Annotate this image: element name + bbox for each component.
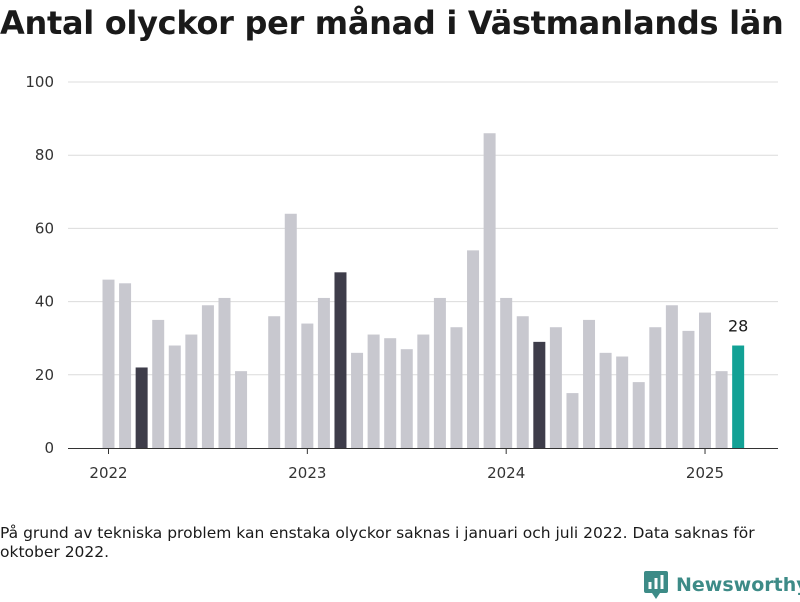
- bar-2024-05: [566, 393, 579, 448]
- bar-2022-05: [168, 345, 181, 448]
- bar-2022-03: [135, 367, 148, 448]
- y-tick-label: 0: [44, 439, 54, 457]
- bar-2023-09: [433, 297, 446, 448]
- x-tick-label: 2025: [686, 464, 724, 482]
- bar-2023-08: [417, 334, 430, 448]
- bar-2023-01: [301, 323, 314, 448]
- newsworthy-logo-icon: [644, 571, 668, 599]
- bar-2023-12: [483, 133, 496, 449]
- brand-name: Newsworthy: [676, 574, 800, 596]
- bar-2023-11: [467, 250, 480, 448]
- bars: [102, 133, 745, 449]
- bar-2023-10: [450, 327, 463, 448]
- bar-2025-03: [732, 345, 745, 448]
- y-tick-label: 20: [35, 366, 54, 384]
- bar-2024-09: [632, 382, 645, 448]
- bar-2024-12: [682, 330, 695, 448]
- bar-2025-01: [699, 312, 712, 448]
- bar-2024-06: [583, 319, 596, 448]
- bar-2022-12: [284, 213, 297, 448]
- bar-2024-04: [549, 327, 562, 448]
- newsworthy-brand[interactable]: Newsworthy: [643, 568, 800, 602]
- bar-2024-02: [516, 316, 529, 448]
- bar-2024-11: [665, 305, 678, 448]
- bar-2022-06: [185, 334, 198, 448]
- footnote: På grund av tekniska problem kan enstaka…: [0, 524, 755, 561]
- x-axis-ticks: 2022 2023 2024 2025: [89, 448, 724, 482]
- bar-2023-07: [400, 349, 413, 448]
- y-tick-label: 40: [35, 293, 54, 311]
- bar-2024-08: [616, 356, 629, 448]
- bar-2023-02: [317, 297, 330, 448]
- bar-2024-07: [599, 352, 612, 448]
- bar-2022-02: [119, 283, 132, 448]
- bar-2022-09: [235, 371, 248, 448]
- chart-title: Antal olyckor per månad i Västmanlands l…: [0, 4, 784, 42]
- bar-2023-06: [384, 338, 397, 448]
- data-label: 28: [728, 317, 748, 336]
- bar-2023-05: [367, 334, 380, 448]
- bar-2022-07: [201, 305, 214, 448]
- data-labels: 28: [728, 317, 748, 336]
- bar-2022-01: [102, 279, 115, 448]
- bar-2022-11: [268, 316, 281, 448]
- x-tick-label: 2024: [487, 464, 525, 482]
- bar-2023-04: [351, 352, 364, 448]
- bar-2022-08: [218, 297, 231, 448]
- bar-2024-03: [533, 341, 546, 448]
- bar-2023-03: [334, 272, 347, 448]
- y-tick-label: 60: [35, 219, 54, 237]
- y-tick-label: 80: [35, 146, 54, 164]
- y-axis-tick-labels: 0 20 40 60 80 100: [25, 73, 54, 457]
- bar-2022-04: [152, 319, 165, 448]
- x-tick-label: 2023: [288, 464, 326, 482]
- x-tick-label: 2022: [89, 464, 127, 482]
- bar-2024-10: [649, 327, 662, 448]
- bar-2024-01: [500, 297, 513, 448]
- bar-2025-02: [715, 371, 728, 448]
- y-tick-label: 100: [25, 73, 54, 91]
- bar-chart: 0 20 40 60 80 100 2022 2023 2024 2025 28: [25, 73, 778, 482]
